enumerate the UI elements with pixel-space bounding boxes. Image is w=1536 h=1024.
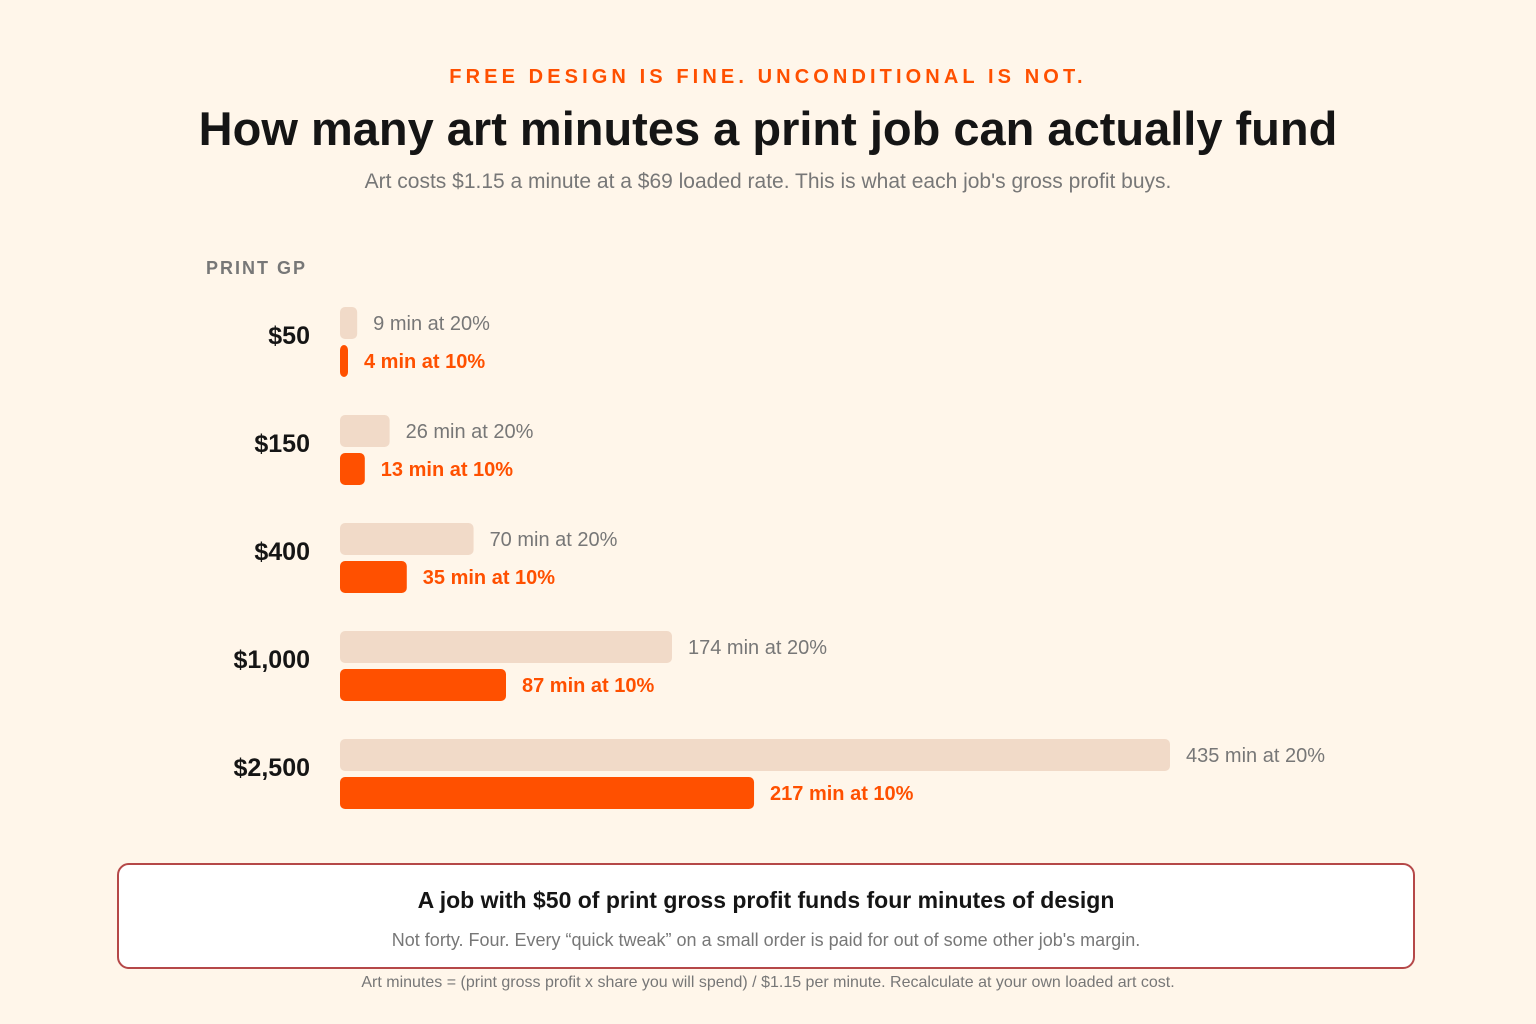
category-label: $150	[254, 430, 310, 458]
bar-20-percent	[340, 523, 474, 555]
callout-box: A job with $50 of print gross profit fun…	[117, 863, 1415, 969]
bar-10-percent	[340, 561, 407, 593]
bar-20-percent	[340, 307, 358, 339]
callout-body: Not forty. Four. Every “quick tweak” on …	[391, 930, 1141, 950]
category-label: $400	[254, 538, 310, 566]
bar-10-percent	[340, 669, 506, 701]
page-title: How many art minutes a print job can act…	[198, 102, 1338, 155]
data-label-20-percent: 9 min at 20%	[373, 313, 490, 335]
bar-10-percent	[340, 777, 755, 809]
callout-title: A job with $50 of print gross profit fun…	[417, 887, 1115, 913]
data-label-10-percent: 87 min at 10%	[522, 675, 655, 697]
data-label-10-percent: 35 min at 10%	[423, 567, 556, 589]
eyebrow-heading: FREE DESIGN IS FINE. UNCONDITIONAL IS NO…	[449, 66, 1087, 88]
bar-10-percent	[340, 453, 365, 485]
bar-20-percent	[340, 415, 390, 447]
data-label-10-percent: 13 min at 10%	[381, 459, 514, 481]
page-subtitle: Art costs $1.15 a minute at a $69 loaded…	[364, 170, 1172, 193]
bar-20-percent	[340, 631, 672, 663]
data-label-10-percent: 4 min at 10%	[364, 351, 485, 373]
data-label-20-percent: 70 min at 20%	[490, 529, 618, 551]
data-label-10-percent: 217 min at 10%	[770, 783, 914, 805]
bar-10-percent	[340, 345, 348, 377]
category-label: $50	[268, 322, 310, 350]
bar-20-percent	[340, 739, 1170, 771]
footnote: Art minutes = (print gross profit x shar…	[361, 974, 1175, 991]
category-label: $2,500	[234, 754, 310, 782]
data-label-20-percent: 26 min at 20%	[406, 421, 534, 443]
data-label-20-percent: 174 min at 20%	[688, 637, 827, 659]
y-axis-label: PRINT GP	[206, 258, 308, 278]
category-label: $1,000	[234, 646, 310, 674]
data-label-20-percent: 435 min at 20%	[1186, 745, 1325, 767]
